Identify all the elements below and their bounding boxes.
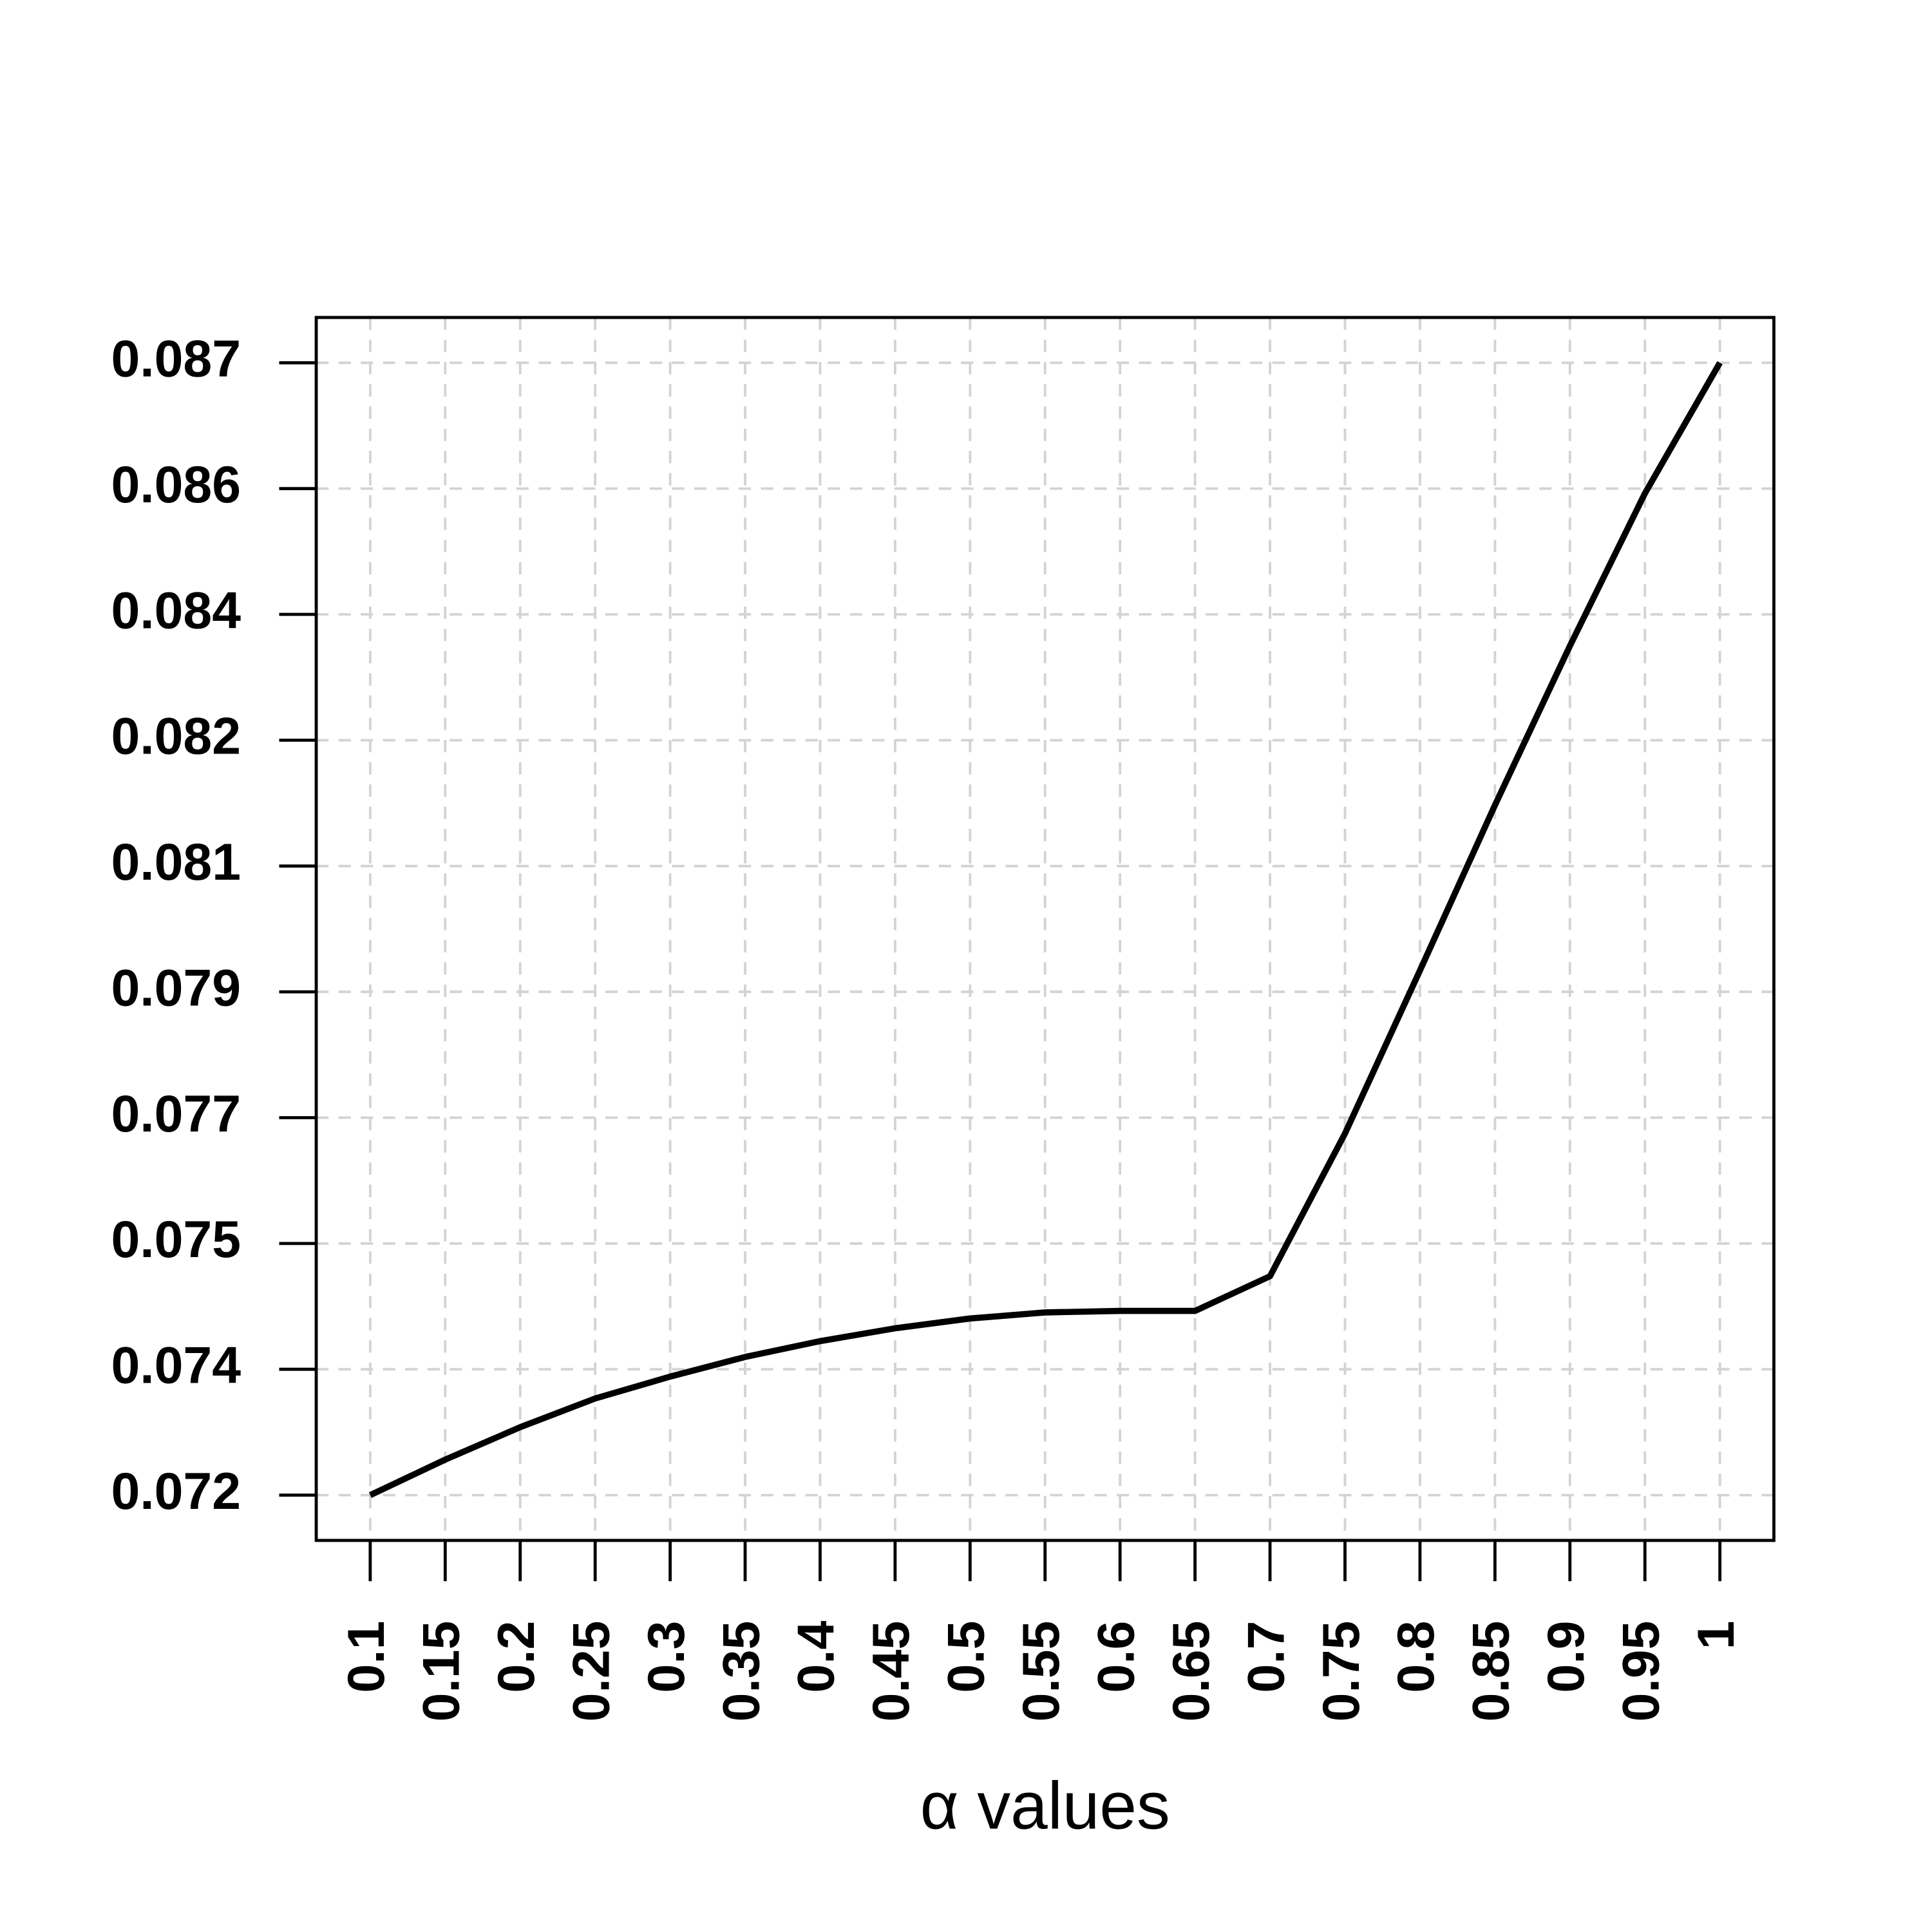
y-tick-label: 0.072 — [111, 1463, 241, 1520]
x-tick-label: 0.85 — [1463, 1621, 1520, 1722]
x-tick-label: 0.6 — [1087, 1621, 1145, 1693]
y-tick-label: 0.079 — [111, 959, 241, 1017]
x-tick-label: 0.15 — [413, 1621, 471, 1722]
x-tick-label: 0.5 — [938, 1621, 996, 1693]
y-tick-label: 0.082 — [111, 708, 241, 766]
y-tick-label: 0.077 — [111, 1085, 241, 1143]
x-tick-label: 1 — [1687, 1621, 1745, 1650]
y-tick-label: 0.084 — [111, 582, 241, 639]
y-tick-label: 0.074 — [111, 1336, 241, 1394]
data-line — [368, 361, 1723, 1498]
x-tick-label: 0.2 — [488, 1621, 545, 1693]
x-tick-label: 0.75 — [1312, 1621, 1370, 1722]
x-axis-title: α values — [920, 1768, 1170, 1842]
x-tick-label: 0.95 — [1612, 1621, 1670, 1722]
x-tick-label: 0.65 — [1162, 1621, 1220, 1722]
y-tick-label: 0.081 — [111, 833, 241, 891]
y-tick-label: 0.086 — [111, 456, 241, 514]
y-tick-label: 0.075 — [111, 1211, 241, 1269]
x-tick-label: 0.1 — [337, 1621, 395, 1693]
x-tick-label: 0.35 — [712, 1621, 770, 1722]
x-tick-label: 0.3 — [638, 1621, 696, 1693]
x-tick-label: 0.55 — [1012, 1621, 1070, 1722]
y-tick-label: 0.087 — [111, 330, 241, 388]
x-tick-label: 0.4 — [788, 1620, 846, 1692]
x-tick-label: 0.7 — [1237, 1621, 1295, 1693]
x-tick-label: 0.8 — [1387, 1621, 1445, 1693]
x-tick-label: 0.9 — [1537, 1621, 1595, 1693]
x-tick-label: 0.45 — [862, 1621, 920, 1722]
grid — [316, 317, 1774, 1540]
x-tick-label: 0.25 — [562, 1621, 620, 1722]
